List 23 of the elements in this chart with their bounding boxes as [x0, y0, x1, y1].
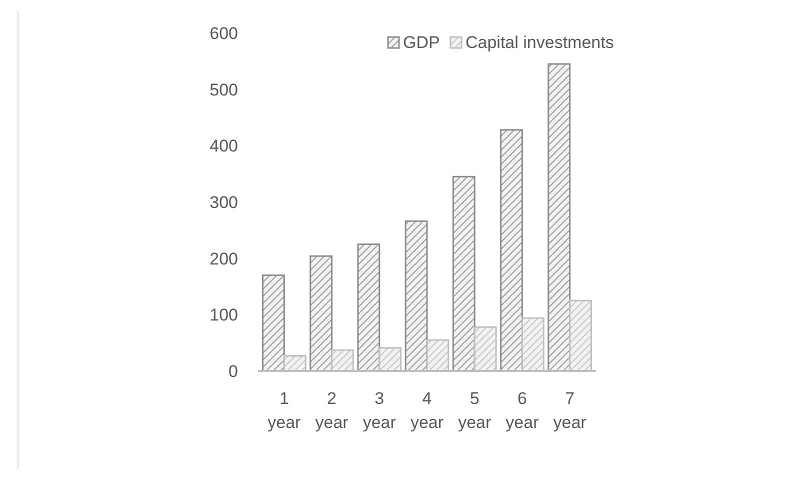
x-tick-label: 2 year	[315, 389, 349, 432]
bar	[548, 63, 571, 372]
bar	[500, 129, 523, 372]
bar	[310, 255, 333, 372]
y-tick-label: 600	[210, 24, 238, 43]
y-tick-label: 200	[210, 249, 238, 268]
bar	[452, 176, 476, 372]
x-tick-label: 5 year	[458, 389, 492, 432]
x-tick-label: 4 year	[410, 389, 444, 432]
x-tick-label: 3 year	[362, 389, 396, 432]
bar	[357, 244, 380, 372]
y-tick-label: 100	[210, 306, 238, 325]
x-tick-label: 6 year	[506, 389, 540, 432]
x-tick-label: 7 year	[553, 389, 587, 432]
bar	[404, 220, 428, 372]
y-tick-label: 300	[210, 192, 238, 212]
legend-label: GDP	[403, 33, 440, 52]
y-tick-label: 400	[210, 136, 238, 156]
bar	[262, 274, 285, 372]
y-tick-label: 500	[210, 80, 238, 100]
x-tick-label: 1 year	[268, 389, 302, 432]
y-tick-label: 0	[228, 362, 238, 381]
legend-label: Capital investments	[466, 33, 614, 52]
